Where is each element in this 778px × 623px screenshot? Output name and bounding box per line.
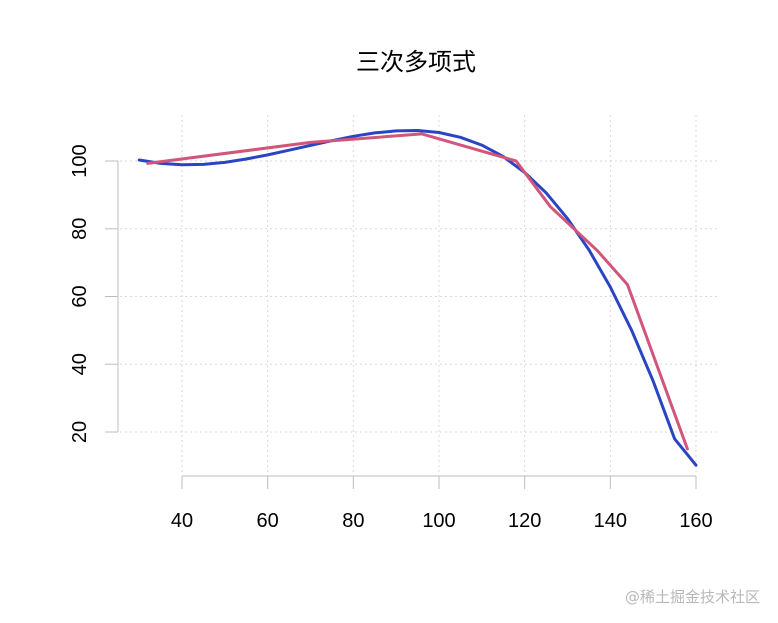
x-tick-label: 40: [171, 510, 193, 532]
y-tick-label: 100: [69, 144, 91, 177]
watermark: @稀土掘金技术社区: [625, 588, 760, 606]
series-lines: [137, 129, 698, 467]
x-tick-label: 80: [342, 510, 364, 532]
series-line-1: [137, 129, 698, 467]
x-tick-label: 60: [257, 510, 279, 532]
y-tick-label: 80: [69, 218, 91, 240]
chart-title: 三次多项式: [356, 48, 476, 76]
y-tick-label: 60: [69, 285, 91, 307]
x-tick-label: 160: [679, 510, 712, 532]
x-tick-label: 120: [508, 510, 541, 532]
y-tick-label: 20: [69, 421, 91, 443]
x-tick-label: 140: [594, 510, 627, 532]
y-tick-label: 40: [69, 353, 91, 375]
axes: [117, 161, 696, 477]
tick-labels: 40 60 80 100 120 140 160 20 40 60 80 100: [69, 144, 713, 532]
grid-lines: [120, 115, 718, 474]
x-tick-label: 100: [422, 510, 455, 532]
series-line-2: [146, 132, 689, 451]
